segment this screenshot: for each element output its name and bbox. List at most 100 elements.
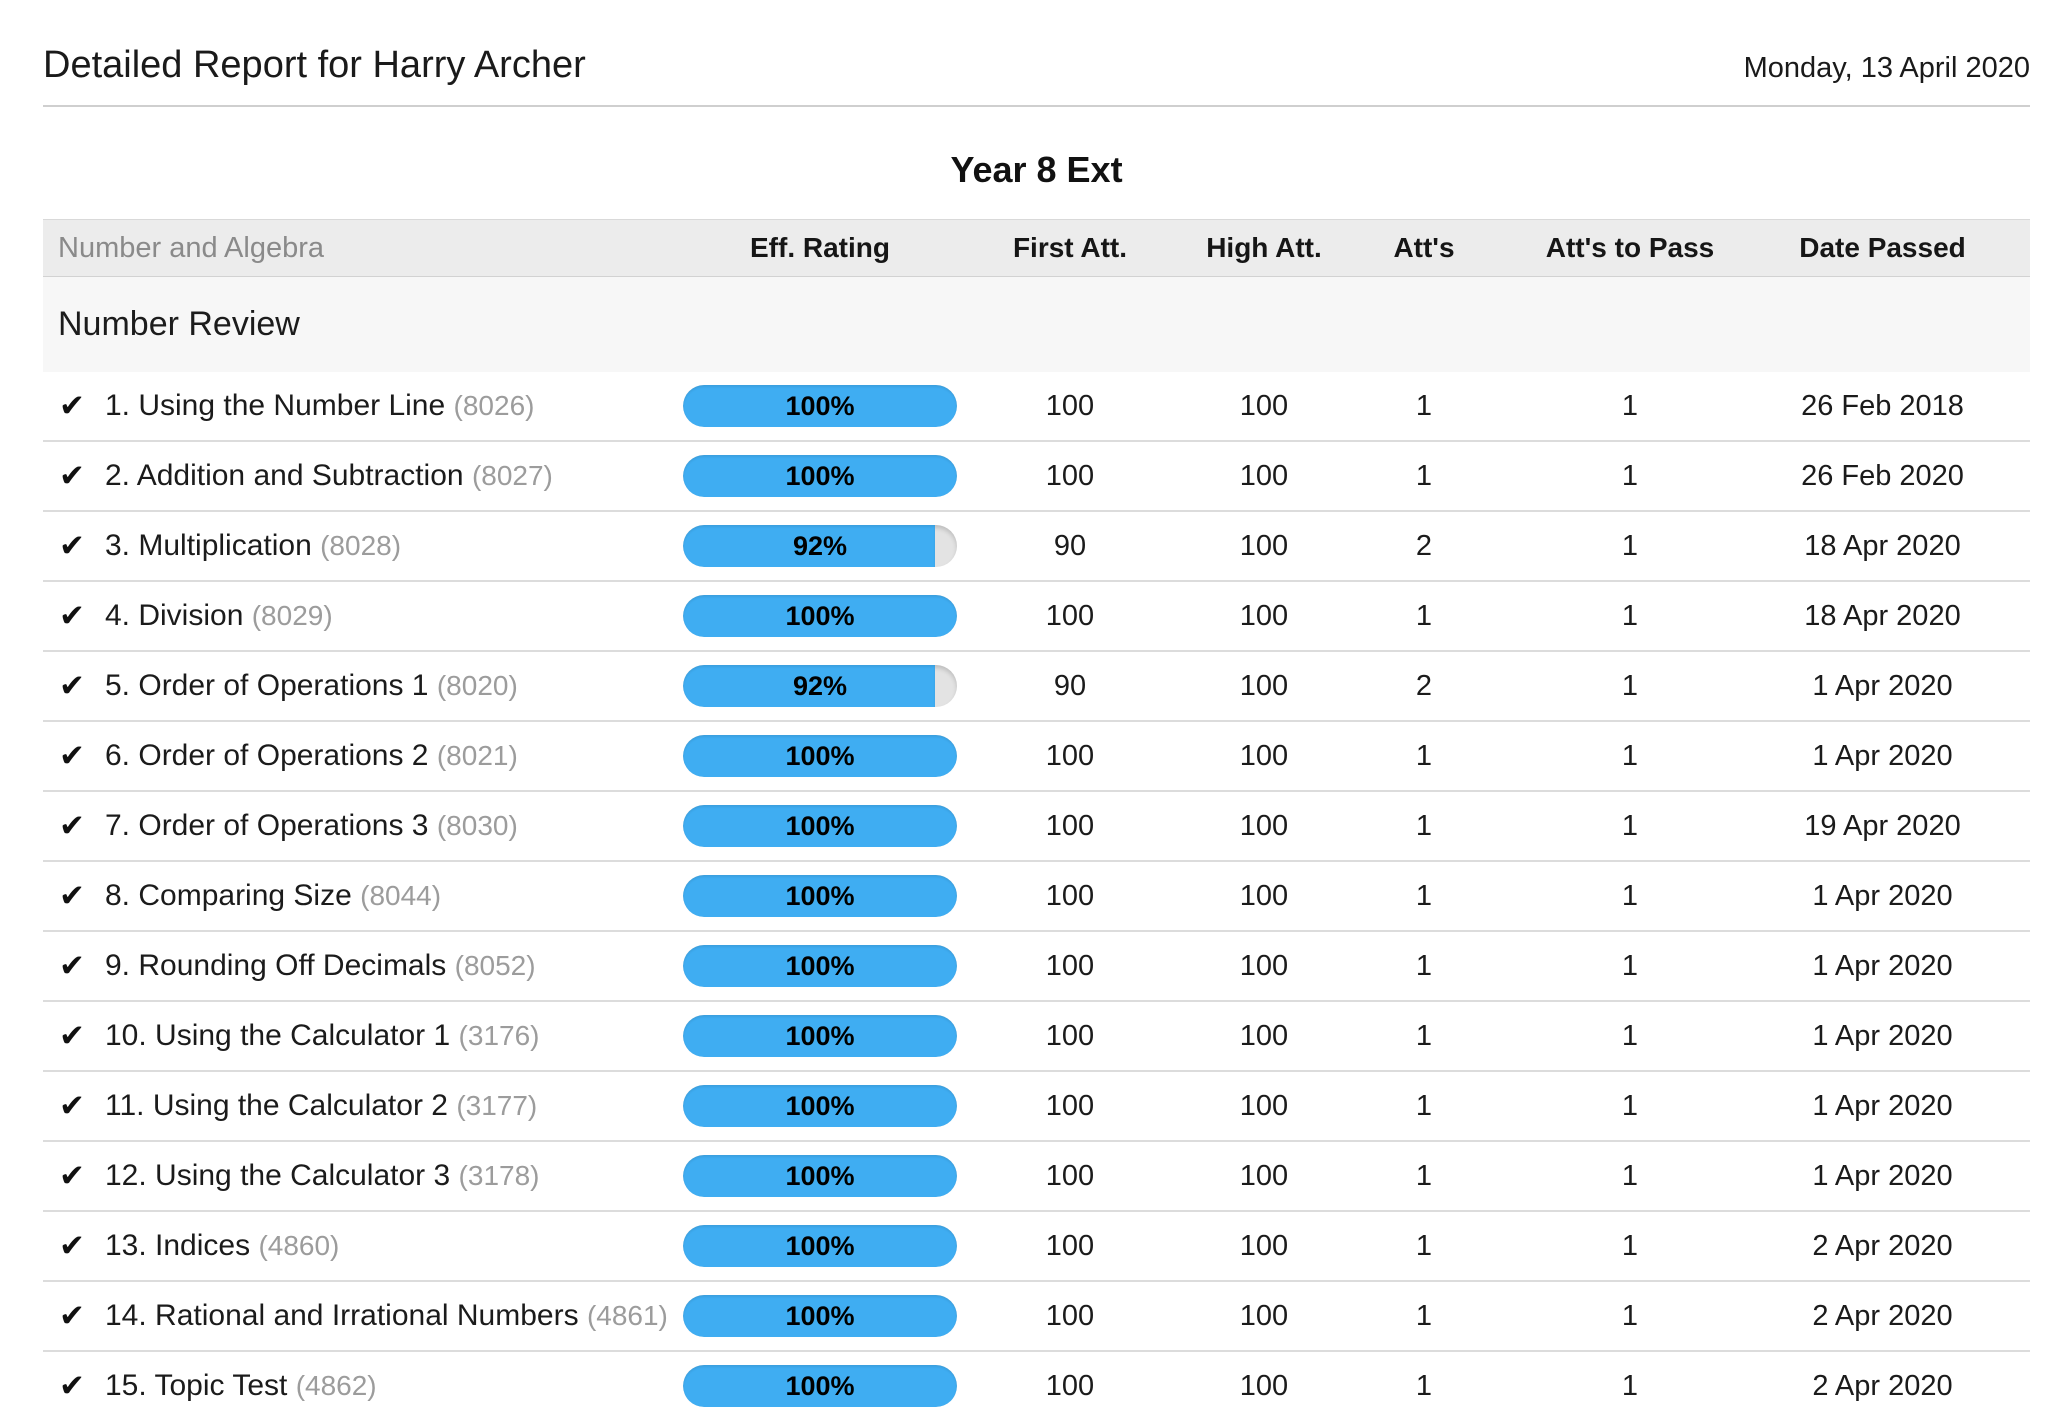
eff-rating-bar: 100% <box>683 805 957 847</box>
eff-rating-cell: 100% <box>655 875 985 917</box>
table-row: ✔ 13. Indices (4860) 100% 100 100 1 1 2 … <box>43 1212 2030 1282</box>
table-row: ✔ 5. Order of Operations 1 (8020) 92% 90… <box>43 652 2030 722</box>
high-att-value: 100 <box>1239 1159 1289 1192</box>
check-icon: ✔ <box>59 1228 85 1263</box>
atts-to-pass-value: 1 <box>1621 809 1639 842</box>
eff-rating-bar: 100% <box>683 1365 957 1407</box>
atts-value: 2 <box>1415 669 1433 702</box>
topic-cell: ✔ 8. Comparing Size (8044) <box>43 878 655 914</box>
atts-value: 1 <box>1415 1369 1433 1402</box>
eff-rating-cell: 100% <box>655 455 985 497</box>
eff-rating-fill <box>683 805 957 847</box>
check-icon: ✔ <box>59 948 85 983</box>
eff-rating-label: 100% <box>785 880 855 911</box>
eff-rating-cell: 100% <box>655 1015 985 1057</box>
col-header-atts: Att's <box>1393 232 1455 263</box>
eff-rating-fill <box>683 875 957 917</box>
topic-cell: ✔ 14. Rational and Irrational Numbers (4… <box>43 1298 668 1334</box>
eff-rating-cell: 100% <box>655 1225 985 1267</box>
topic-name: 14. Rational and Irrational Numbers <box>105 1299 579 1332</box>
eff-rating-fill <box>683 735 957 777</box>
report-content: Detailed Report for Harry Archer Monday,… <box>43 0 2030 1420</box>
high-att-value: 100 <box>1239 459 1289 492</box>
topic-name: 3. Multiplication <box>105 529 312 562</box>
topic-cell: ✔ 7. Order of Operations 3 (8030) <box>43 808 655 844</box>
topic-id: (8052) <box>454 950 536 981</box>
eff-rating-fill <box>683 1225 957 1267</box>
table-row: ✔ 2. Addition and Subtraction (8027) 100… <box>43 442 2030 512</box>
date-passed-value: 19 Apr 2020 <box>1804 809 1961 842</box>
topic-cell: ✔ 4. Division (8029) <box>43 598 655 634</box>
high-att-value: 100 <box>1239 879 1289 912</box>
check-icon: ✔ <box>59 1298 85 1333</box>
atts-to-pass-value: 1 <box>1621 1299 1639 1332</box>
first-att-value: 100 <box>1045 1369 1095 1402</box>
atts-to-pass-value: 1 <box>1621 739 1639 772</box>
topic-name: 12. Using the Calculator 3 <box>105 1159 451 1192</box>
high-att-value: 100 <box>1239 739 1289 772</box>
table-row: ✔ 1. Using the Number Line (8026) 100% 1… <box>43 372 2030 442</box>
eff-rating-bar: 92% <box>683 525 957 567</box>
atts-to-pass-value: 1 <box>1621 1229 1639 1262</box>
eff-rating-bar: 100% <box>683 1155 957 1197</box>
table-row: ✔ 3. Multiplication (8028) 92% 90 100 2 … <box>43 512 2030 582</box>
atts-value: 1 <box>1415 1019 1433 1052</box>
date-passed-value: 18 Apr 2020 <box>1804 599 1961 632</box>
check-icon: ✔ <box>59 808 85 843</box>
atts-to-pass-value: 1 <box>1621 879 1639 912</box>
table-row: ✔ 6. Order of Operations 2 (8021) 100% 1… <box>43 722 2030 792</box>
eff-rating-cell: 100% <box>655 1085 985 1127</box>
topic-cell: ✔ 13. Indices (4860) <box>43 1228 655 1264</box>
eff-rating-label: 100% <box>785 1160 855 1191</box>
atts-to-pass-value: 1 <box>1621 1159 1639 1192</box>
topic-cell: ✔ 1. Using the Number Line (8026) <box>43 388 655 424</box>
first-att-value: 100 <box>1045 1019 1095 1052</box>
date-passed-value: 2 Apr 2020 <box>1812 1229 1953 1262</box>
check-icon: ✔ <box>59 738 85 773</box>
date-passed-value: 18 Apr 2020 <box>1804 529 1961 562</box>
col-header-atts-to-pass: Att's to Pass <box>1545 232 1715 263</box>
check-icon: ✔ <box>59 668 85 703</box>
eff-rating-fill <box>683 665 936 707</box>
first-att-value: 100 <box>1045 599 1095 632</box>
high-att-value: 100 <box>1239 1299 1289 1332</box>
eff-rating-label: 100% <box>785 460 855 491</box>
atts-to-pass-value: 1 <box>1621 1089 1639 1122</box>
eff-rating-cell: 100% <box>655 595 985 637</box>
table-row: ✔ 8. Comparing Size (8044) 100% 100 100 … <box>43 862 2030 932</box>
table-row: ✔ 4. Division (8029) 100% 100 100 1 1 18… <box>43 582 2030 652</box>
date-passed-value: 1 Apr 2020 <box>1812 739 1953 772</box>
check-icon: ✔ <box>59 1088 85 1123</box>
first-att-value: 100 <box>1045 1159 1095 1192</box>
eff-rating-cell: 100% <box>655 1295 985 1337</box>
atts-value: 2 <box>1415 529 1433 562</box>
topic-id: (8026) <box>453 390 535 421</box>
check-icon: ✔ <box>59 878 85 913</box>
eff-rating-fill <box>683 455 957 497</box>
atts-value: 1 <box>1415 389 1433 422</box>
eff-rating-cell: 100% <box>655 945 985 987</box>
atts-value: 1 <box>1415 949 1433 982</box>
eff-rating-label: 100% <box>785 950 855 981</box>
table-row: ✔ 9. Rounding Off Decimals (8052) 100% 1… <box>43 932 2030 1002</box>
check-icon: ✔ <box>59 1368 85 1403</box>
first-att-value: 100 <box>1045 459 1095 492</box>
topic-name: 13. Indices <box>105 1229 251 1262</box>
first-att-value: 100 <box>1045 879 1095 912</box>
eff-rating-bar: 100% <box>683 1225 957 1267</box>
atts-to-pass-value: 1 <box>1621 459 1639 492</box>
high-att-value: 100 <box>1239 1089 1289 1122</box>
first-att-value: 100 <box>1045 949 1095 982</box>
topic-id: (3176) <box>458 1020 540 1051</box>
eff-rating-label: 100% <box>785 390 855 421</box>
topic-cell: ✔ 3. Multiplication (8028) <box>43 528 655 564</box>
col-header-high-att: High Att. <box>1206 232 1322 263</box>
check-icon: ✔ <box>59 1018 85 1053</box>
eff-rating-fill <box>683 1295 957 1337</box>
topic-name: 2. Addition and Subtraction <box>105 459 464 492</box>
first-att-value: 90 <box>1053 529 1087 562</box>
table-row: ✔ 7. Order of Operations 3 (8030) 100% 1… <box>43 792 2030 862</box>
atts-to-pass-value: 1 <box>1621 529 1639 562</box>
date-passed-value: 1 Apr 2020 <box>1812 879 1953 912</box>
topic-id: (4861) <box>586 1300 668 1331</box>
